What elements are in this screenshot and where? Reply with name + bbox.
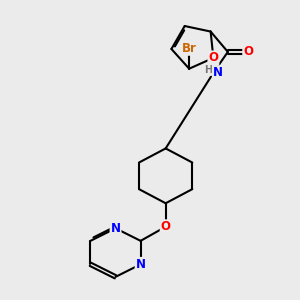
Text: O: O <box>208 51 218 64</box>
Text: N: N <box>110 222 121 235</box>
Text: N: N <box>212 66 223 79</box>
Text: H: H <box>204 65 212 75</box>
Text: N: N <box>136 258 146 271</box>
Text: O: O <box>243 45 253 58</box>
Text: Br: Br <box>182 42 196 55</box>
Text: O: O <box>161 220 171 233</box>
